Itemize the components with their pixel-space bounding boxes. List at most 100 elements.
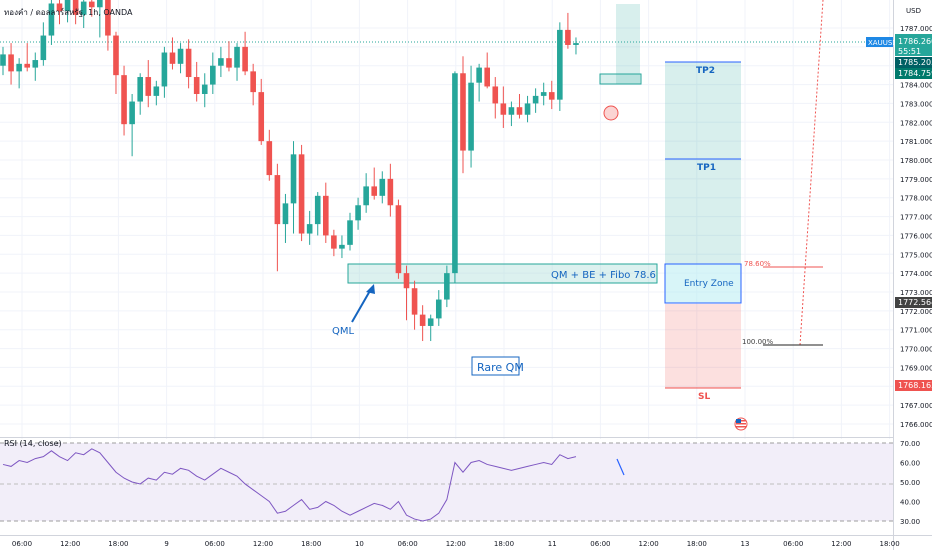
entry-zone-box[interactable] — [664, 263, 742, 304]
candle-body[interactable] — [363, 186, 369, 206]
candle-body[interactable] — [16, 63, 22, 72]
last-price-badge[interactable] — [895, 34, 932, 56]
price-tick-label: 1773.000 — [900, 289, 932, 297]
candle-body[interactable] — [435, 299, 442, 319]
candle-body[interactable] — [331, 235, 337, 249]
symbol-badge[interactable] — [866, 37, 893, 47]
candle-body[interactable] — [282, 203, 289, 225]
time-tick-label: 18:00 — [880, 540, 900, 548]
stop-loss-zone[interactable] — [665, 304, 741, 388]
candle-body[interactable] — [532, 95, 539, 104]
rsi-tick-label: 70.00 — [900, 440, 920, 448]
candle-body[interactable] — [185, 48, 192, 78]
level-badge-3[interactable] — [895, 297, 932, 308]
candle-body[interactable] — [105, 0, 111, 36]
candle-body[interactable] — [88, 1, 95, 8]
candle-body[interactable] — [153, 86, 160, 96]
us-flag-icon[interactable] — [734, 417, 748, 431]
candle-body[interactable] — [403, 273, 410, 289]
candle-body[interactable] — [476, 67, 482, 83]
candle-body[interactable] — [210, 65, 216, 85]
candle-body[interactable] — [419, 314, 426, 326]
fib-trend-line[interactable] — [799, 0, 824, 346]
candle-body[interactable] — [314, 195, 321, 225]
qml-arrow-shaft[interactable] — [351, 288, 372, 323]
candle-body[interactable] — [242, 46, 248, 72]
candle-body[interactable] — [201, 84, 208, 94]
candle-body[interactable] — [347, 220, 353, 245]
candle-body[interactable] — [258, 92, 265, 142]
candle-body[interactable] — [161, 52, 168, 87]
candle-body[interactable] — [97, 0, 103, 8]
swing-marker[interactable] — [603, 105, 619, 121]
price-axis[interactable] — [893, 0, 932, 550]
rare-qm-box[interactable] — [471, 356, 520, 376]
candle-body[interactable] — [395, 205, 402, 274]
candle-body[interactable] — [411, 288, 418, 315]
candle-body[interactable] — [492, 86, 499, 104]
candle-body[interactable] — [323, 195, 329, 236]
candle-body[interactable] — [113, 35, 119, 76]
candle-body[interactable] — [250, 71, 256, 93]
qm-zone-box[interactable] — [347, 263, 658, 284]
candle-body[interactable] — [48, 3, 55, 36]
candle-body[interactable] — [306, 224, 313, 234]
candle-body[interactable] — [218, 58, 224, 66]
candle-body[interactable] — [548, 92, 555, 100]
candle-body[interactable] — [444, 273, 450, 300]
candle-body[interactable] — [193, 77, 200, 94]
candle-body[interactable] — [266, 141, 273, 176]
candle-body[interactable] — [72, 0, 79, 15]
candle-body[interactable] — [565, 29, 571, 45]
candle-body[interactable] — [298, 154, 305, 234]
candle-body[interactable] — [557, 29, 563, 100]
candle-body[interactable] — [355, 205, 361, 221]
price-tick-label: 1778.000 — [900, 195, 932, 203]
candle-body[interactable] — [40, 35, 47, 61]
candle-body[interactable] — [56, 3, 63, 12]
candle-body[interactable] — [64, 0, 71, 12]
candle-body[interactable] — [169, 52, 176, 64]
candle-body[interactable] — [8, 54, 14, 72]
level-badge-2[interactable] — [895, 68, 932, 79]
candle-body[interactable] — [387, 178, 394, 206]
candle-body[interactable] — [339, 244, 345, 249]
candle-body[interactable] — [379, 178, 386, 196]
recent-box[interactable] — [616, 4, 640, 84]
candle-body[interactable] — [226, 58, 232, 68]
candle-body[interactable] — [500, 103, 507, 115]
candle-body[interactable] — [427, 318, 434, 326]
candle-body[interactable] — [0, 54, 6, 66]
candle-body[interactable] — [145, 77, 152, 96]
candle-body[interactable] — [177, 48, 184, 64]
time-axis[interactable]: 06:00 12:00 18:00 9 06:00 12:00 18:00 10 06:00 12… — [12, 540, 932, 548]
candle-body[interactable] — [234, 46, 240, 68]
candle-body[interactable] — [121, 75, 127, 125]
candle-body[interactable] — [573, 43, 579, 45]
level-badge-4[interactable] — [895, 380, 932, 391]
candle-body[interactable] — [516, 107, 523, 115]
candle-body[interactable] — [371, 186, 378, 196]
candle-body[interactable] — [137, 77, 143, 102]
candle-body[interactable] — [32, 60, 39, 68]
candle-body[interactable] — [508, 107, 515, 115]
candle-body[interactable] — [24, 63, 31, 68]
rsi-divergence-line[interactable] — [616, 458, 625, 476]
candle-body[interactable] — [129, 101, 135, 125]
candle-body[interactable] — [484, 67, 490, 87]
price-pane[interactable] — [0, 0, 893, 436]
take-profit-zone[interactable] — [665, 62, 741, 264]
candle-body[interactable] — [524, 103, 531, 115]
candle-body[interactable] — [452, 73, 458, 274]
level-badge-1[interactable] — [895, 57, 932, 68]
candle-body[interactable] — [460, 73, 466, 151]
candle-body[interactable] — [290, 154, 297, 204]
candle-body[interactable] — [540, 92, 547, 96]
candle-body[interactable] — [468, 82, 474, 151]
level-badge-3-value: 1772.564 — [898, 298, 932, 307]
candle-body[interactable] — [80, 1, 87, 15]
candle-body[interactable] — [274, 175, 281, 225]
qml-arrow-head — [366, 284, 375, 294]
upper-zone-box[interactable] — [599, 73, 642, 85]
